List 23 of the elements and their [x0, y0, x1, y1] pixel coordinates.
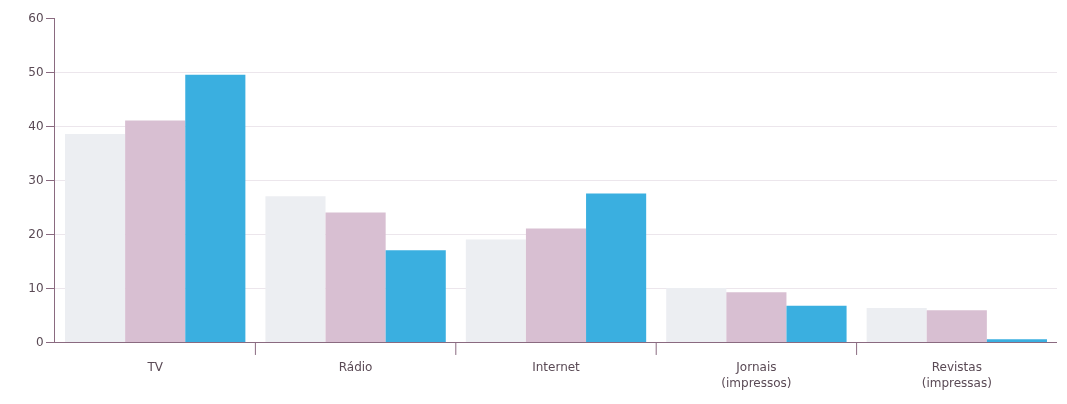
- y-tick-label: 0: [35, 335, 44, 350]
- bar: [726, 292, 787, 342]
- bar: [786, 305, 847, 342]
- bar: [125, 120, 186, 342]
- x-tick-label: TV: [146, 360, 164, 375]
- y-tick-label: 40: [28, 119, 44, 134]
- bar: [185, 74, 246, 342]
- x-tick-label: Internet: [532, 360, 581, 375]
- bar: [385, 250, 446, 342]
- bar: [325, 212, 386, 342]
- y-tick-label: 30: [28, 173, 44, 188]
- y-tick-label: 60: [28, 11, 44, 26]
- x-tick-label: Revistas (impressas): [921, 360, 992, 390]
- y-tick-label: 50: [28, 65, 44, 80]
- bar: [525, 228, 587, 342]
- x-tick-label: Rádio: [338, 360, 373, 375]
- bar: [986, 339, 1047, 342]
- bar: [926, 310, 987, 342]
- x-tick-label: Jornais (impressos): [721, 360, 792, 390]
- y-tick-label: 10: [28, 281, 44, 296]
- bar: [866, 307, 927, 342]
- y-tick-label: 20: [28, 227, 44, 242]
- bar: [586, 193, 647, 342]
